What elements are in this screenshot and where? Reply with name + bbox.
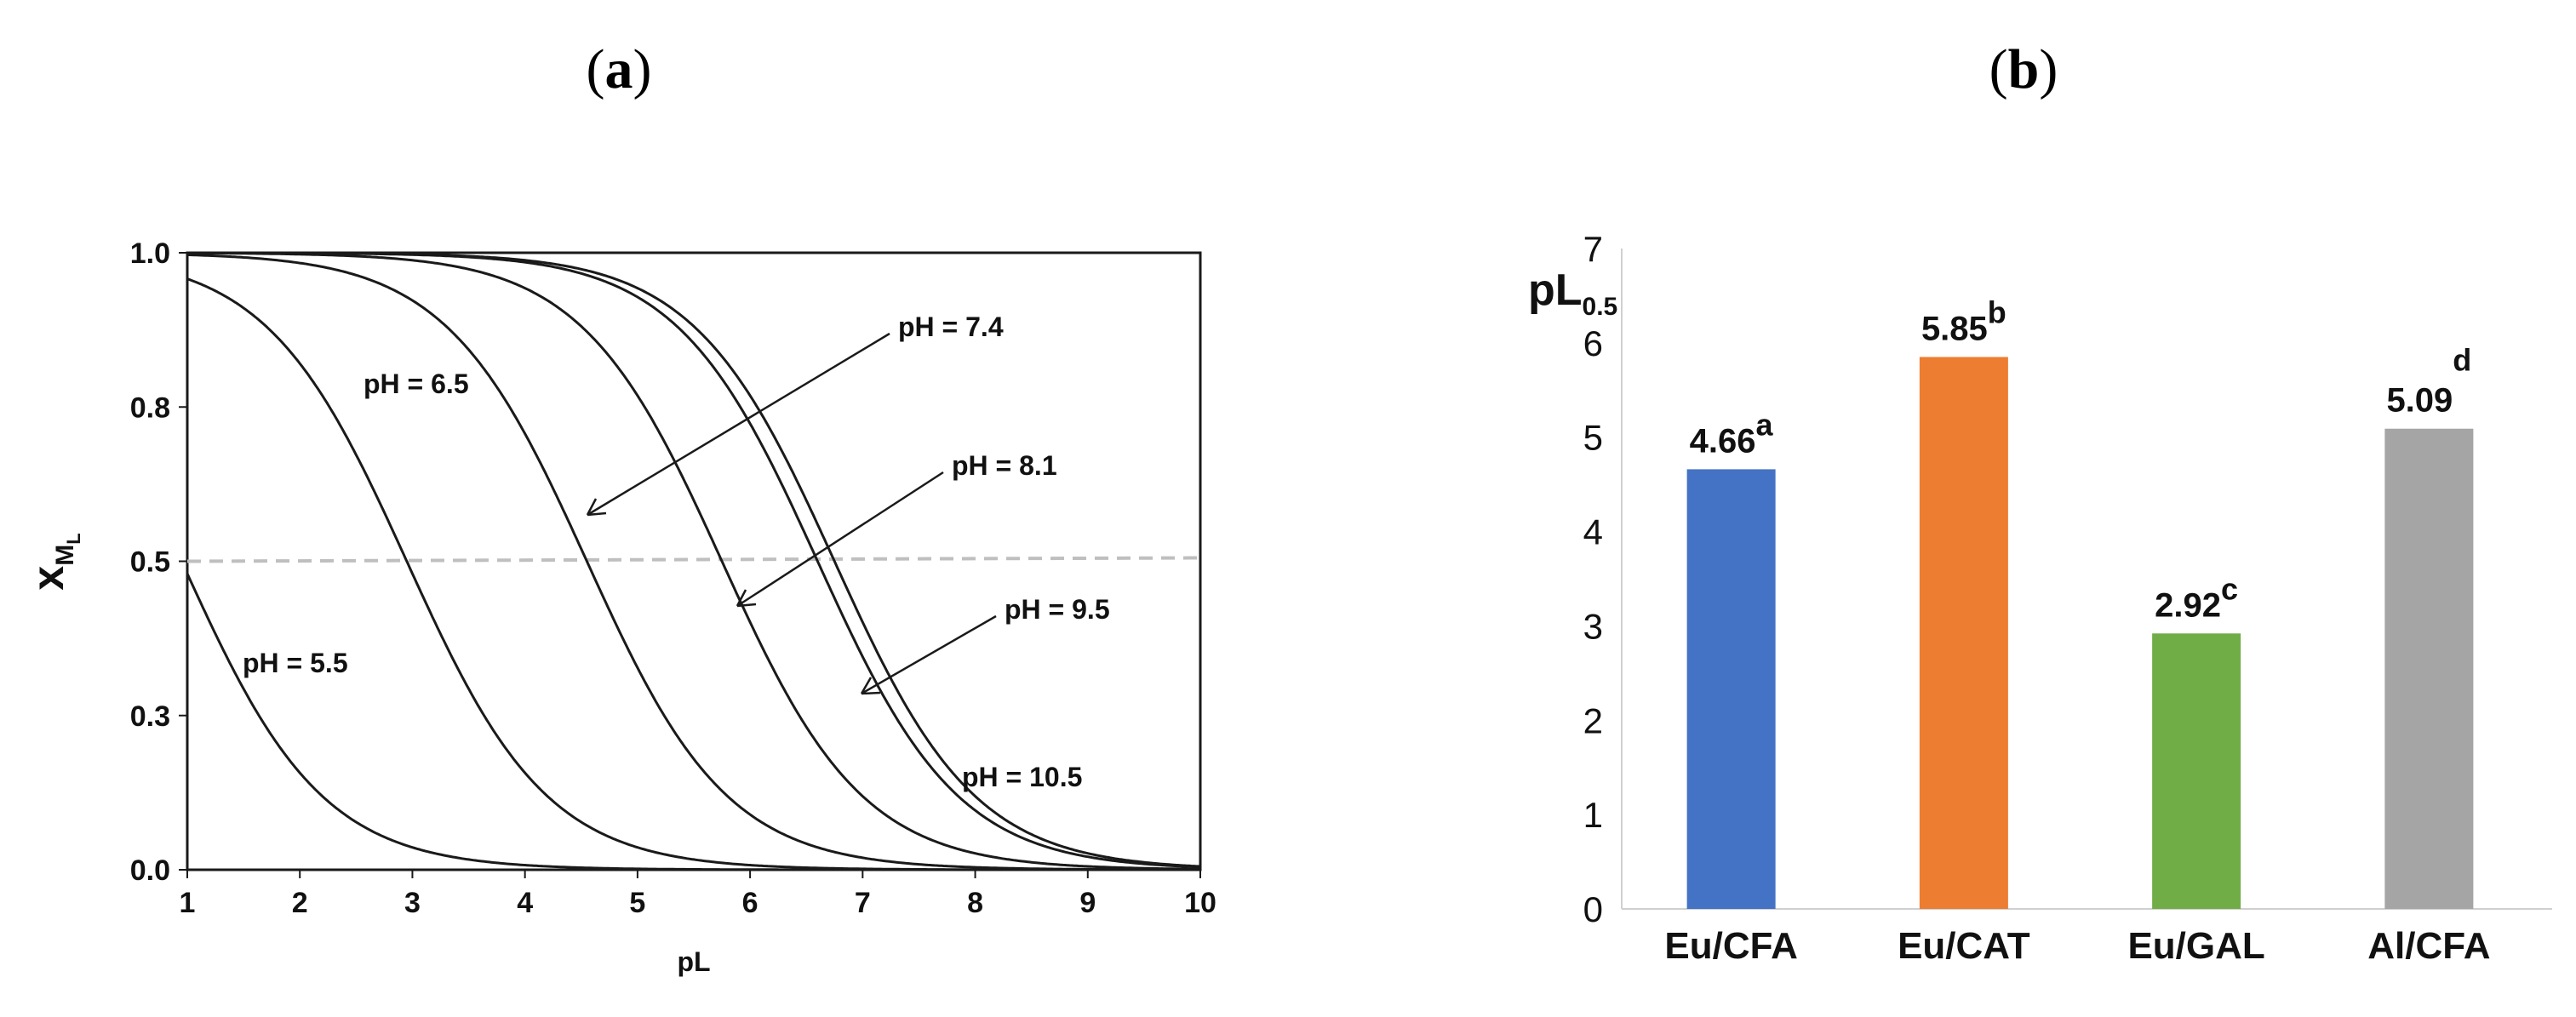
bars <box>1686 357 2474 909</box>
category-label: Eu/CFA <box>1664 925 1797 967</box>
panel-b-label: (b) <box>1989 38 2058 100</box>
y-tick-label-b: 0 <box>1583 889 1603 929</box>
y-tick-label: 0.3 <box>130 700 170 733</box>
y-tick-label-b: 5 <box>1583 418 1603 458</box>
panel-a-letter: a <box>605 38 633 100</box>
x-tick-label: 10 <box>1184 887 1216 919</box>
annotation-ph-10-5: pH = 10.5 <box>962 762 1082 792</box>
y-axis-label: xML <box>24 533 84 590</box>
x-ticks: 1 2 3 4 5 6 7 8 9 10 <box>180 870 1216 919</box>
svg-text:xML: xML <box>24 533 84 590</box>
value-label: 5.09d <box>2386 343 2471 420</box>
y-axis-label-b: pL0.5 <box>1528 266 1617 321</box>
y-axis-label-sub: M <box>51 545 79 566</box>
annotation-ph-7-4: pH = 7.4 <box>898 311 1004 342</box>
x-tick-label: 3 <box>404 887 421 919</box>
curves-group <box>186 251 1201 871</box>
y-tick-label-b: 3 <box>1583 606 1603 646</box>
annotation-ph-8-1: pH = 8.1 <box>952 450 1057 481</box>
panel-b-letter: b <box>2008 38 2040 100</box>
series-line-ph-8-1 <box>187 251 1200 871</box>
panel-a-label: (a) <box>587 38 652 100</box>
annotation-ph-6-5: pH = 6.5 <box>364 369 469 399</box>
value-label: 5.85b <box>1921 294 2006 347</box>
value-label-superscript: b <box>1988 294 2006 329</box>
y-tick-label-b: 6 <box>1583 323 1603 363</box>
value-labels: 4.66a 5.85b 2.92c 5.09d <box>1690 294 2472 624</box>
reference-line-group <box>186 556 1201 563</box>
y-tick-label-b: 4 <box>1583 512 1603 552</box>
y-tick-label-b: 1 <box>1583 795 1603 835</box>
bar-chart: 0 1 2 3 4 5 6 7 Eu/CFA Eu/CAT Eu/GAL Al/CFA 4.66a 5… <box>1528 229 2552 967</box>
x-tick-label: 8 <box>967 887 983 919</box>
bar-al-cfa <box>2384 428 2474 909</box>
value-label-superscript: d <box>2453 343 2471 378</box>
y-tick-label-b: 2 <box>1583 700 1603 740</box>
bar-eu-cfa <box>1686 469 1776 909</box>
y-ticks-b: 0 1 2 3 4 5 6 7 <box>1583 229 1603 929</box>
x-tick-label: 1 <box>180 887 196 919</box>
value-label-superscript: a <box>1756 407 1774 442</box>
value-label: 4.66a <box>1690 407 1774 460</box>
category-label: Eu/GAL <box>2127 925 2264 967</box>
series-line-ph-10-5 <box>187 251 1201 868</box>
x-tick-label: 6 <box>742 887 758 919</box>
x-tick-label: 2 <box>292 887 308 919</box>
x-tick-label: 5 <box>629 887 645 919</box>
y-axis-label-b-main: pL <box>1528 266 1583 315</box>
y-tick-label-b: 7 <box>1583 229 1603 269</box>
y-axis-label-b-sub: 0.5 <box>1583 293 1618 321</box>
y-tick-label: 0.0 <box>130 854 170 887</box>
y-tick-label: 1.0 <box>130 237 170 270</box>
bar-eu-gal <box>2152 633 2241 909</box>
y-ticks: 0.0 0.3 0.5 0.8 1.0 <box>130 237 187 887</box>
annotation-ph-9-5: pH = 9.5 <box>1005 594 1110 625</box>
annotation-ph-5-5: pH = 5.5 <box>243 648 348 678</box>
x-tick-label: 7 <box>855 887 871 919</box>
category-label: Al/CFA <box>2367 925 2490 967</box>
y-tick-label: 0.8 <box>130 391 170 424</box>
value-label: 2.92c <box>2155 571 2238 624</box>
y-axis-label-main: x <box>24 566 73 591</box>
bar-eu-cat <box>1919 357 2008 909</box>
y-tick-label: 0.5 <box>130 546 170 579</box>
arrow-ph-8-1 <box>736 471 944 608</box>
arrow-ph-7-4 <box>586 332 890 517</box>
value-label-superscript: c <box>2221 571 2238 606</box>
y-axis-label-subsub: L <box>63 533 84 544</box>
x-tick-label: 9 <box>1079 887 1096 919</box>
x-tick-label: 4 <box>517 887 533 919</box>
x-axis-label: pL <box>677 946 710 977</box>
reference-line-0-5 <box>186 556 1201 563</box>
arrow-ph-9-5 <box>860 614 997 695</box>
annotations: pH = 5.5 pH = 6.5 pH = 7.4 pH = 8.1 pH =… <box>243 311 1110 792</box>
category-labels: Eu/CFA Eu/CAT Eu/GAL Al/CFA <box>1664 925 2490 967</box>
line-chart: 1 2 3 4 5 6 7 8 9 10 0.0 0.3 0.5 0.8 1.0 pL xML pH = … <box>24 237 1216 977</box>
series-line-ph-7-4 <box>187 254 1200 871</box>
category-label: Eu/CAT <box>1898 925 2030 967</box>
